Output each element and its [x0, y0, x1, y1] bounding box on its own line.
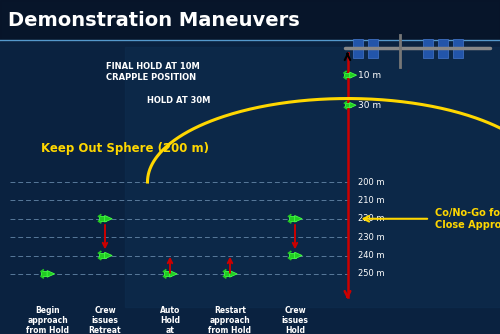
Text: 220 m: 220 m	[358, 214, 385, 223]
Polygon shape	[350, 103, 356, 108]
Bar	[452, 39, 462, 58]
Bar	[98, 253, 105, 258]
Bar	[288, 216, 296, 221]
Bar	[344, 73, 350, 77]
Text: 10 m: 10 m	[358, 71, 382, 79]
Text: 30 m: 30 m	[358, 101, 382, 110]
Bar	[224, 272, 230, 276]
Text: Crew
issues
Retreat
command: Crew issues Retreat command	[84, 306, 126, 334]
Text: 250 m: 250 m	[358, 270, 385, 278]
Bar	[288, 253, 296, 258]
Text: 210 m: 210 m	[358, 196, 385, 205]
Text: Crew
issues
Hold
command: Crew issues Hold command	[274, 306, 316, 334]
Polygon shape	[47, 271, 54, 277]
Text: Keep Out Sphere (200 m): Keep Out Sphere (200 m)	[41, 142, 209, 155]
Text: 240 m: 240 m	[358, 251, 385, 260]
Text: 200 m: 200 m	[358, 178, 385, 186]
Text: Begin
approach
from Hold
position: Begin approach from Hold position	[26, 306, 69, 334]
Text: Restart
approach
from Hold
position: Restart approach from Hold position	[208, 306, 252, 334]
Polygon shape	[230, 271, 237, 277]
Text: FINAL HOLD AT 10M
CRAPPLE POSITION: FINAL HOLD AT 10M CRAPPLE POSITION	[106, 62, 200, 81]
Polygon shape	[294, 215, 302, 222]
Bar	[164, 272, 170, 276]
Polygon shape	[294, 252, 302, 259]
Bar	[422, 39, 432, 58]
Bar	[438, 39, 448, 58]
Bar	[344, 103, 350, 107]
Text: 230 m: 230 m	[358, 233, 385, 241]
Bar	[41, 272, 48, 276]
Bar	[368, 39, 378, 58]
Polygon shape	[350, 72, 356, 78]
Text: HOLD AT 30M: HOLD AT 30M	[146, 96, 210, 105]
Polygon shape	[170, 271, 177, 277]
Text: Auto
Hold
at
250m: Auto Hold at 250m	[158, 306, 182, 334]
Text: Co/No-Go for
Close Approach: Co/No-Go for Close Approach	[435, 208, 500, 229]
Text: Demonstration Maneuvers: Demonstration Maneuvers	[8, 11, 299, 29]
Bar	[125, 47, 500, 307]
Bar	[352, 39, 362, 58]
Bar	[0, 0, 500, 40]
Bar	[98, 216, 105, 221]
Polygon shape	[104, 252, 112, 259]
Polygon shape	[104, 215, 112, 222]
